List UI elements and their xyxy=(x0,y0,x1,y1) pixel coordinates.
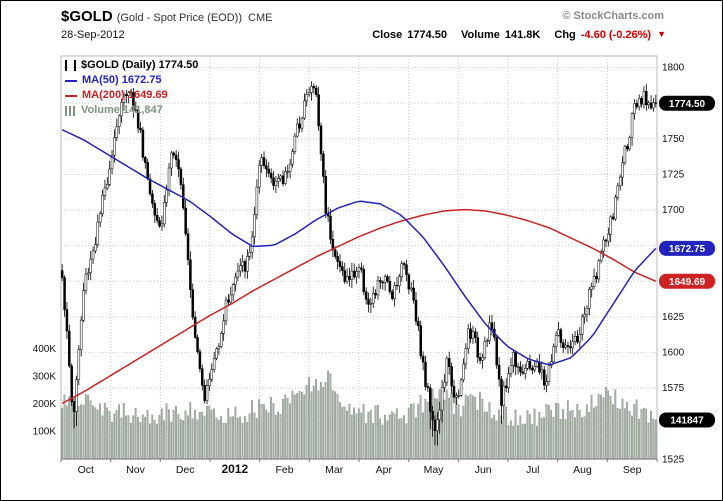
legend-row-ma50: MA(50) 1672.75 xyxy=(65,73,198,88)
ma50-line xyxy=(61,129,657,366)
grid xyxy=(60,56,658,460)
month-label: Mar xyxy=(325,464,344,476)
month-label: Jul xyxy=(526,464,539,476)
month-label: Jun xyxy=(475,464,492,476)
axis-labels: 1800 1750 1725 1700 1625 1600 1575 1525 100K 200K… xyxy=(33,63,685,477)
symbol-name: (Gold - Spot Price (EOD)) xyxy=(116,12,242,24)
legend-row-ma200: MA(200) 1649.69 xyxy=(65,88,198,103)
svg-text:1672.75: 1672.75 xyxy=(669,244,706,255)
svg-text:1649.69: 1649.69 xyxy=(669,277,706,288)
right-axis-tick: 1750 xyxy=(662,134,685,145)
legend-ma200: MA(200) 1649.69 xyxy=(82,89,168,101)
month-label: Nov xyxy=(126,464,145,476)
volume-value: 141.8K xyxy=(504,29,541,41)
close-label: Close xyxy=(372,29,403,41)
month-label: 2012 xyxy=(221,462,248,476)
quote-row: 28-Sep-2012 Close 1774.50 Volume 141.8K Chg -… xyxy=(61,29,666,43)
month-label: Feb xyxy=(275,464,293,476)
ma50-value-box: 1672.75 xyxy=(659,240,715,256)
chart-date: 28-Sep-2012 xyxy=(61,29,125,41)
chg-label: Chg xyxy=(554,29,576,41)
chart-legend: $GOLD (Daily) 1774.50 MA(50) 1672.75 MA(… xyxy=(65,58,198,118)
chg-value: -4.60 (-0.26%) xyxy=(580,29,652,41)
legend-row-volume: Volume 141,847 xyxy=(65,103,198,118)
svg-text:1774.50: 1774.50 xyxy=(669,99,706,110)
left-volume-tick: 100K xyxy=(33,427,57,438)
symbol: $GOLD xyxy=(61,8,113,25)
ma200-line-icon xyxy=(65,94,77,97)
month-label: May xyxy=(424,464,445,476)
month-label: Oct xyxy=(78,464,94,476)
quote-summary: Close 1774.50 Volume 141.8K Chg -4.60 (-0.26%… xyxy=(372,29,666,41)
legend-ma50: MA(50) 1672.75 xyxy=(82,74,162,86)
ma200-value-box: 1649.69 xyxy=(659,273,715,289)
month-label: Dec xyxy=(176,464,195,476)
month-label: Aug xyxy=(573,464,592,476)
close-value: 1774.50 xyxy=(407,29,447,41)
left-volume-tick: 200K xyxy=(33,399,57,410)
candlestick-icon xyxy=(65,60,76,71)
right-axis-tick: 1800 xyxy=(662,63,685,74)
month-label: Apr xyxy=(376,464,393,476)
exchange: CME xyxy=(248,12,273,24)
left-volume-tick: 300K xyxy=(33,372,57,383)
left-volume-tick: 400K xyxy=(33,344,57,355)
last-volume-box: 141847 xyxy=(659,412,715,428)
last-price-box: 1774.50 xyxy=(659,95,715,111)
right-axis-tick: 1625 xyxy=(662,312,685,323)
right-axis-tick: 1725 xyxy=(662,169,685,180)
right-axis-tick: 1525 xyxy=(662,455,685,466)
legend-title: $GOLD (Daily) 1774.50 xyxy=(81,59,199,71)
watermark: © StockCharts.com xyxy=(562,10,664,22)
right-axis-tick: 1700 xyxy=(662,205,685,216)
volume-bars xyxy=(61,370,657,460)
volume-label: Volume xyxy=(460,29,500,41)
svg-text:141847: 141847 xyxy=(670,416,704,427)
chart-header: $GOLD (Gold - Spot Price (EOD)) CME © Stoc… xyxy=(61,8,664,26)
legend-row-price: $GOLD (Daily) 1774.50 xyxy=(65,58,198,73)
candlesticks xyxy=(60,81,658,446)
ma200-line xyxy=(61,208,657,405)
ma50-line-icon xyxy=(65,79,77,82)
month-label: Sep xyxy=(623,464,642,476)
legend-volume: Volume 141,847 xyxy=(81,104,163,116)
right-axis-tick: 1600 xyxy=(662,348,685,359)
volume-bars-icon xyxy=(65,105,76,116)
down-arrow-icon: ▼ xyxy=(657,29,666,39)
right-axis-tick: 1575 xyxy=(662,383,685,394)
